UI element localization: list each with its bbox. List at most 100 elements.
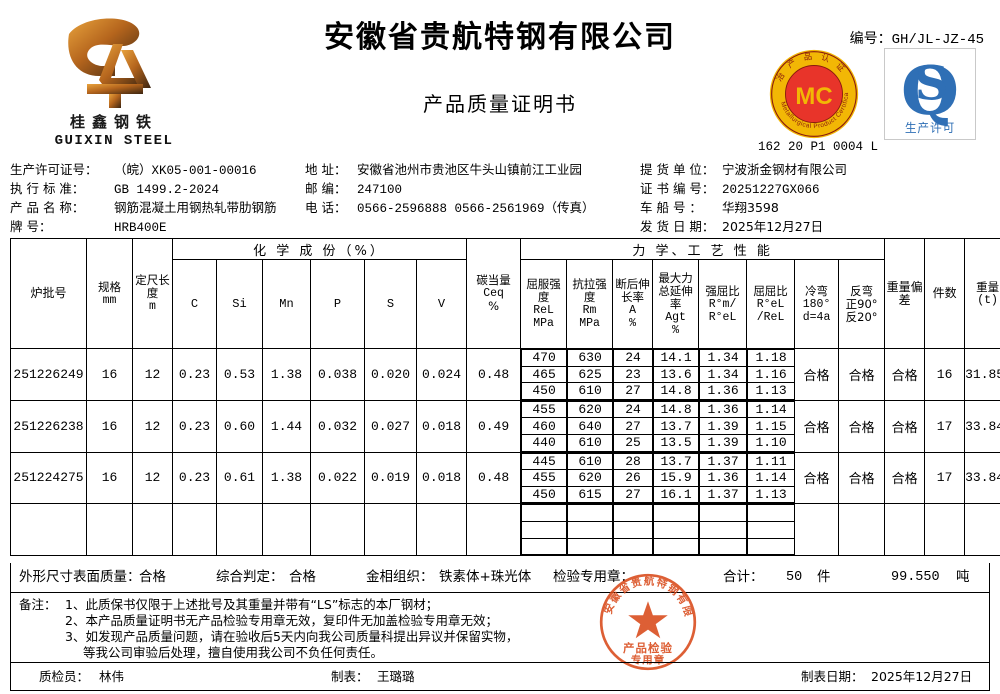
empty-cell [566, 503, 614, 557]
cell-mech-tensile: 630 625 610 [566, 348, 614, 401]
info-column-middle: 地 址： 安徽省池州市贵池区牛头山镇前江工业园 邮 编： 247100 电 话： 05… [305, 160, 635, 217]
mech-value: 1.15 [747, 417, 794, 435]
empty-cell [310, 503, 365, 557]
mech-value-empty [699, 520, 746, 539]
mech-value: 610 [567, 382, 612, 400]
cell-length: 12 [132, 451, 173, 505]
overall-judgement-value: 合格 [289, 569, 316, 585]
document-code-label: 编号： [849, 31, 892, 47]
inspector-label: 质检员： [39, 669, 90, 684]
mech-value-empty [653, 504, 698, 522]
mech-value: 1.14 [747, 469, 794, 487]
product-name-value: 钢筋混凝土用钢热轧带肋钢筋 [114, 200, 277, 215]
cell-length: 12 [132, 348, 173, 401]
cell-chem-2: 1.38 [262, 451, 311, 505]
info-row: 邮 编： 247100 [305, 179, 635, 198]
empty-cell [86, 503, 133, 557]
mech-value: 1.16 [747, 365, 794, 384]
cell-weight: 33.847 [964, 399, 1000, 453]
cell-chem-1: 0.53 [216, 348, 263, 401]
group-header-chemical: 化 学 成 份（%） [171, 238, 468, 260]
col-v: V [415, 259, 468, 349]
cell-spec: 16 [86, 348, 133, 401]
cell-chem-3: 0.032 [310, 399, 365, 453]
mech-value: 1.18 [747, 349, 794, 367]
empty-cell [216, 503, 263, 557]
table-row: 251224275 16 12 0.23 0.61 1.38 0.022 0.019 0.018… [10, 451, 1000, 505]
total-weight-unit: 吨 [956, 569, 970, 585]
mech-value: 1.36 [699, 469, 746, 487]
mech-value-empty [747, 537, 794, 555]
cell-ceq: 0.48 [466, 451, 522, 505]
info-row: 执 行 标 准： GB 1499.2-2024 [10, 179, 310, 198]
table-body: 251226249 16 12 0.23 0.53 1.38 0.038 0.020 0.024… [10, 348, 1000, 557]
mech-value: 24 [613, 349, 652, 367]
mech-value: 27 [613, 417, 652, 435]
mech-value: 460 [521, 417, 566, 435]
info-row: 牌 号： HRB400E [10, 217, 310, 236]
cell-chem-4: 0.027 [364, 399, 417, 453]
mech-value: 13.7 [653, 417, 698, 435]
empty-cell [415, 503, 468, 557]
cell-chem-1: 0.60 [216, 399, 263, 453]
col-heat-no: 炉批号 [10, 238, 87, 349]
empty-cell [838, 503, 886, 557]
mech-value: 1.10 [747, 433, 794, 452]
cell-weight: 33.847 [964, 451, 1000, 505]
info-row: 产 品 名 称： 钢筋混凝土用钢热轧带肋钢筋 [10, 198, 310, 217]
cell-rev-bend: 合格 [838, 451, 886, 505]
cell-chem-5: 0.024 [415, 348, 468, 401]
info-row: 电 话： 0566-2596888 0566-2561969（传真） [305, 198, 635, 217]
info-row: 发 货 日 期： 2025年12月27日 [640, 217, 996, 236]
cell-chem-1: 0.61 [216, 451, 263, 505]
cell-mech-yield: 455 460 440 [520, 399, 568, 453]
table-header-row-groups: 炉批号 规格 mm 定尺长度 m 化 学 成 份（%） 碳当量 Ceq % 力 … [10, 238, 1000, 349]
empty-cell [262, 503, 311, 557]
postcode-label: 邮 编： [305, 181, 347, 196]
cell-mech-elong: 24 27 25 [612, 399, 654, 453]
mech-value-empty [567, 537, 612, 555]
company-title: 安徽省贵航特钢有限公司 [324, 20, 676, 55]
mech-value-empty [567, 520, 612, 539]
metallography-label: 金相组织： [366, 569, 434, 585]
mech-value: 27 [613, 382, 652, 400]
guixin-logo-icon [68, 18, 151, 108]
ship-date-value: 2025年12月27日 [722, 219, 824, 234]
mech-value-empty [699, 537, 746, 555]
qs-production-license-icon: Q S 生产许可 [884, 48, 976, 140]
mech-value: 440 [521, 433, 566, 452]
cell-chem-0: 0.23 [172, 348, 217, 401]
mech-value: 15.9 [653, 469, 698, 487]
prepare-date-value: 2025年12月27日 [871, 669, 973, 684]
cell-chem-0: 0.23 [172, 451, 217, 505]
col-reverse-bend: 反弯 正90° 反20° [838, 259, 886, 349]
certificate-no-value: 20251227GX066 [722, 183, 820, 197]
cell-weight-dev: 合格 [884, 451, 926, 505]
info-row: 生产许可证号： （皖）XK05-001-00016 [10, 160, 310, 179]
cell-mech-tensile: 620 640 610 [566, 399, 614, 453]
cell-chem-4: 0.019 [364, 451, 417, 505]
phone-value: 0566-2596888 0566-2561969（传真） [357, 202, 595, 216]
document-code: 编号：GH/JL-JZ-45 [850, 28, 984, 48]
mech-value: 24 [613, 401, 652, 419]
cell-cold-bend: 合格 [794, 348, 840, 401]
col-yield-ratio: 屈屈比 R°eL /ReL [746, 259, 796, 349]
cell-weight: 31.856 [964, 348, 1000, 401]
empty-cell [924, 503, 966, 557]
mech-value: 1.11 [747, 453, 794, 471]
mech-value: 625 [567, 365, 612, 384]
grade-value: HRB400E [114, 221, 167, 235]
mech-value: 1.13 [747, 485, 794, 503]
cell-rev-bend: 合格 [838, 348, 886, 401]
col-p: P [310, 259, 365, 349]
mech-value-empty [613, 504, 652, 522]
mech-value: 610 [567, 433, 612, 452]
license-no-label: 生产许可证号： [10, 162, 98, 177]
empty-cell [172, 503, 217, 557]
mech-value: 630 [567, 349, 612, 367]
total-label: 合计： [723, 569, 764, 585]
mech-value-empty [747, 520, 794, 539]
mech-value: 14.1 [653, 349, 698, 367]
cell-length: 12 [132, 399, 173, 453]
address-value: 安徽省池州市贵池区牛头山镇前江工业园 [357, 162, 583, 177]
